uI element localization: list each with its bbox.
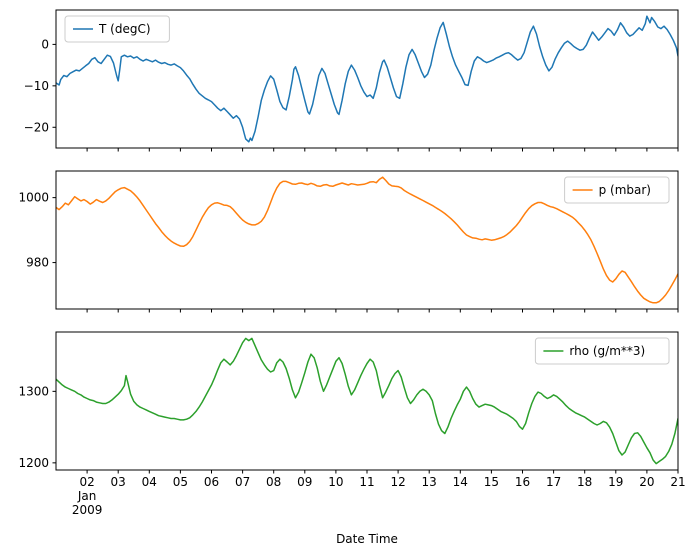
series-line-temperature [56,15,678,143]
x-tick-label: 19 [608,475,623,489]
x-tick-label: 16 [515,475,530,489]
subplot-temperature: 0 −10 −20 T (degC) [24,9,679,152]
x-axis-label: Date Time [336,532,398,546]
y-tick-label: −20 [24,120,49,134]
x-tick-label: 17 [546,475,561,489]
y-tick-label: 1300 [18,384,49,398]
subplot-pressure: 1000 980 p (mbar) [18,170,679,313]
legend-label: p (mbar) [599,183,651,197]
x-tick-label: 09 [297,475,312,489]
x-offset-label: 2009 [72,503,103,517]
x-tick-label: 11 [359,475,374,489]
x-tick-label: 21 [670,475,685,489]
series-line-pressure [56,176,678,304]
x-tick-label: 14 [453,475,468,489]
x-tick-label: 05 [173,475,188,489]
legend-label: T (degC) [98,22,151,36]
x-tick-label: 13 [422,475,437,489]
x-tick-label: 15 [484,475,499,489]
series-line-density [56,337,678,465]
x-tick-label: 03 [111,475,126,489]
legend-frame [534,337,670,365]
x-tick-label: 06 [204,475,219,489]
x-tick-label: 20 [639,475,654,489]
legend-label: rho (g/m**3) [569,344,645,358]
y-tick-label: 0 [41,37,49,51]
y-tick-label: 1000 [18,191,49,205]
legend-frame [564,176,670,204]
x-offset-label: Jan [77,489,97,503]
y-tick-label: 1200 [18,456,49,470]
x-tick-label: 04 [142,475,157,489]
x-tick-label: 02 [79,475,94,489]
y-tick-label: 980 [26,256,49,270]
x-tick-label: 12 [390,475,405,489]
subplot-density: 1300 1200 rho (g/m**3) [18,331,679,474]
legend-density: rho (g/m**3) [534,337,670,365]
x-tick-label: 10 [328,475,343,489]
x-tick-label: 08 [266,475,281,489]
x-tick-label: 07 [235,475,250,489]
y-tick-label: −10 [24,79,49,93]
legend-frame [64,15,170,43]
legend-pressure: p (mbar) [564,176,670,204]
x-tick-label: 18 [577,475,592,489]
legend-temperature: T (degC) [64,15,170,43]
